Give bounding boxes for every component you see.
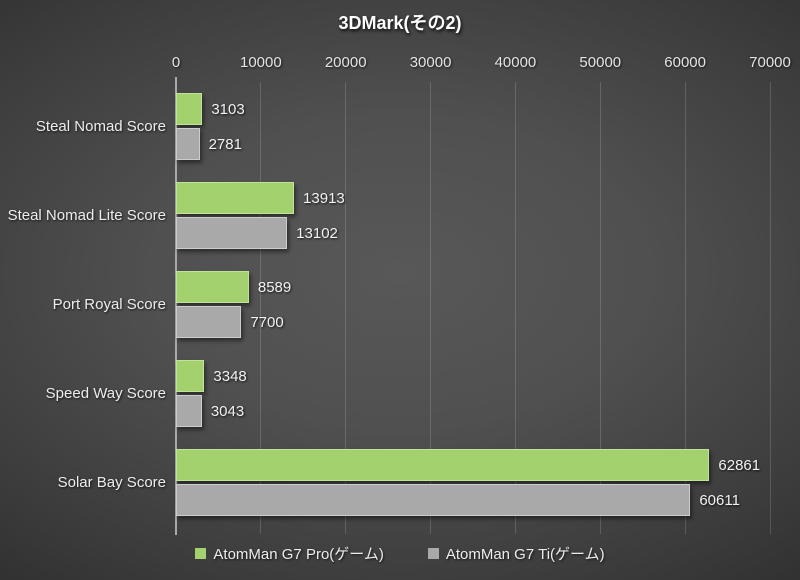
x-tick-label: 60000 [664, 54, 706, 71]
category-label: Steal Nomad Score [35, 118, 166, 135]
gridline [769, 82, 771, 534]
category-label: Speed Way Score [45, 385, 166, 402]
value-label: 3043 [210, 402, 245, 420]
value-label: 7700 [250, 313, 284, 331]
bar [176, 306, 242, 338]
bar-row: 60611 [176, 484, 770, 516]
gridline [345, 82, 347, 534]
bar-group: 3103 2781 [176, 82, 770, 171]
bar-row: 3348 [176, 360, 770, 392]
value-label: 60611 [699, 491, 740, 509]
legend-item-ti: AtomMan G7 Ti(ゲーム) [427, 543, 605, 564]
legend-swatch-gray [427, 548, 439, 559]
category-label: Steal Nomad Lite Score [7, 207, 166, 224]
bar-groups: 3103 2781 13913 13102 8589 7700 3348 3043 62861 6… [176, 82, 770, 527]
bar-group: 3348 3043 [176, 349, 770, 438]
value-label: 3103 [211, 100, 245, 118]
bar [176, 395, 202, 427]
bar [176, 128, 200, 160]
x-tick-label: 30000 [409, 54, 452, 71]
value-label: 62861 [718, 456, 761, 474]
gridline [260, 82, 262, 534]
bar [176, 217, 288, 249]
legend-label-pro: AtomMan G7 Pro(ゲーム) [213, 546, 384, 563]
bar [176, 484, 691, 516]
category-axis: Steal Nomad Score Steal Nomad Lite Score P… [0, 82, 166, 527]
value-label: 13913 [303, 189, 345, 207]
chart-title: 3DMark(その2) [338, 13, 462, 33]
legend-item-pro: AtomMan G7 Pro(ゲーム) [195, 543, 384, 564]
x-tick-label: 50000 [579, 54, 622, 71]
bar-row: 13913 [176, 182, 770, 214]
legend: AtomMan G7 Pro(ゲーム) AtomMan G7 Ti(ゲーム) [0, 543, 800, 564]
bar-group: 62861 60611 [176, 438, 770, 527]
bar-row: 62861 [176, 449, 770, 481]
bar-row: 8589 [176, 271, 770, 303]
value-label: 2781 [208, 135, 242, 153]
bar [176, 449, 710, 481]
x-tick-label: 40000 [494, 54, 537, 71]
plot-area: 3103 2781 13913 13102 8589 7700 3348 3043 62861 6… [175, 77, 771, 535]
gridline [599, 82, 601, 534]
gridline [514, 82, 516, 534]
x-tick-label: 70000 [749, 54, 791, 71]
bar [176, 360, 205, 392]
x-tick-label: 20000 [324, 54, 367, 71]
value-label: 13102 [296, 224, 338, 242]
bar-row: 2781 [176, 128, 770, 160]
value-label: 8589 [257, 278, 292, 296]
bar [176, 271, 249, 303]
bar [176, 182, 295, 214]
category-label: Solar Bay Score [57, 474, 166, 491]
bar-row: 7700 [176, 306, 770, 338]
bar-row: 3103 [176, 93, 770, 125]
legend-label-ti: AtomMan G7 Ti(ゲーム) [445, 546, 605, 563]
bar [176, 93, 203, 125]
legend-swatch-green [195, 548, 207, 559]
gridline [684, 82, 686, 534]
bar-group: 8589 7700 [176, 260, 770, 349]
bar-group: 13913 13102 [176, 171, 770, 260]
x-tick-label: 10000 [239, 54, 282, 71]
bar-row: 3043 [176, 395, 770, 427]
x-axis: 0 10000 20000 30000 40000 50000 60000 70000 [0, 54, 800, 74]
gridline [430, 82, 432, 534]
bar-row: 13102 [176, 217, 770, 249]
category-label: Port Royal Score [52, 296, 166, 313]
value-label: 3348 [213, 367, 247, 385]
x-tick-label: 0 [171, 54, 181, 71]
